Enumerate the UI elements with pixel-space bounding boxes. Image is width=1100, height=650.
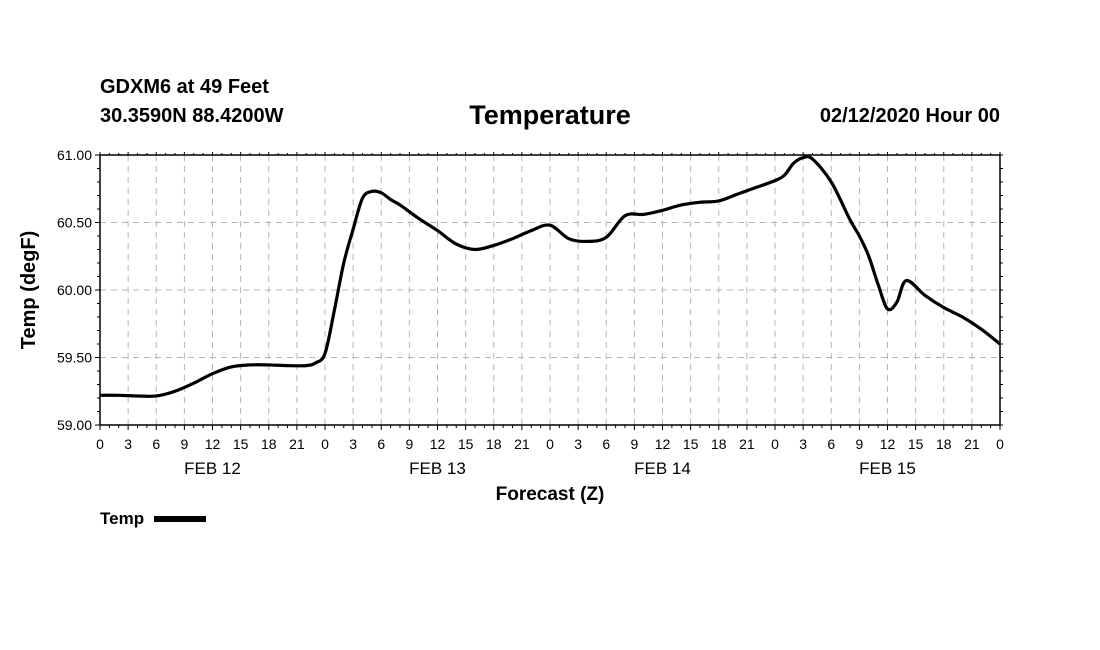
y-tick-label: 60.50 [57, 215, 92, 231]
x-tick-label: 15 [683, 436, 699, 452]
x-tick-label: 12 [205, 436, 221, 452]
series-layer [100, 155, 1000, 398]
x-tick-label: 6 [602, 436, 610, 452]
y-tick-label: 59.50 [57, 350, 92, 366]
axis-ticks [95, 152, 1003, 430]
x-tick-label: 21 [739, 436, 755, 452]
x-tick-label: 9 [405, 436, 413, 452]
x-tick-label: 3 [799, 436, 807, 452]
x-tick-label: 0 [996, 436, 1004, 452]
y-axis-title: Temp (degF) [18, 231, 40, 350]
x-tick-label: 0 [321, 436, 329, 452]
run-time-label: 02/12/2020 Hour 00 [819, 105, 1000, 127]
y-tick-label: 59.00 [57, 417, 92, 433]
day-label: FEB 14 [634, 459, 691, 478]
plot-frame [99, 154, 1001, 426]
legend-label-temp: Temp [100, 509, 145, 528]
day-label: FEB 13 [409, 459, 466, 478]
x-tick-label: 21 [514, 436, 530, 452]
x-tick-label: 6 [827, 436, 835, 452]
x-tick-label: 15 [233, 436, 249, 452]
axis-labels: 0 3 6 9 12 15 18 21 0 3 6 9 12 15 18 21 0 3 6 9 12 15 18 21 0 3 6 9… [57, 147, 1004, 478]
legend-swatch-temp [154, 516, 207, 522]
x-tick-label: 18 [936, 436, 952, 452]
y-tick-label: 60.00 [57, 282, 92, 298]
day-label: FEB 12 [184, 459, 241, 478]
x-tick-label: 21 [289, 436, 305, 452]
y-tick-label: 61.00 [57, 147, 92, 163]
x-tick-label: 18 [711, 436, 727, 452]
x-axis-title: Forecast (Z) [496, 484, 605, 505]
x-tick-label: 0 [546, 436, 554, 452]
x-tick-label: 18 [261, 436, 277, 452]
x-tick-label: 12 [430, 436, 446, 452]
x-tick-label: 12 [880, 436, 896, 452]
x-tick-label: 15 [458, 436, 474, 452]
legend: Temp [100, 509, 207, 529]
x-tick-label: 3 [574, 436, 582, 452]
grid [100, 155, 1000, 425]
x-tick-label: 12 [655, 436, 671, 452]
chart-title: Temperature [469, 100, 631, 130]
x-tick-label: 21 [964, 436, 980, 452]
x-tick-label: 18 [486, 436, 502, 452]
x-tick-label: 0 [96, 436, 104, 452]
x-tick-label: 6 [377, 436, 385, 452]
station-label: GDXM6 at 49 Feet [100, 76, 269, 98]
coordinates-label: 30.3590N 88.4200W [100, 105, 284, 127]
x-tick-label: 9 [630, 436, 638, 452]
x-tick-label: 0 [771, 436, 779, 452]
x-tick-label: 3 [349, 436, 357, 452]
day-label: FEB 15 [859, 459, 916, 478]
x-tick-label: 15 [908, 436, 924, 452]
temp-series-line [100, 155, 1000, 398]
x-tick-label: 3 [124, 436, 132, 452]
x-tick-label: 9 [180, 436, 188, 452]
x-tick-label: 6 [152, 436, 160, 452]
x-tick-label: 9 [855, 436, 863, 452]
